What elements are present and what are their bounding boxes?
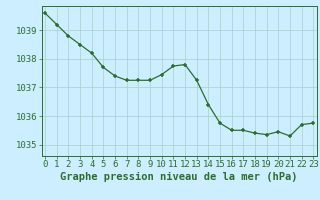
X-axis label: Graphe pression niveau de la mer (hPa): Graphe pression niveau de la mer (hPa) bbox=[60, 172, 298, 182]
